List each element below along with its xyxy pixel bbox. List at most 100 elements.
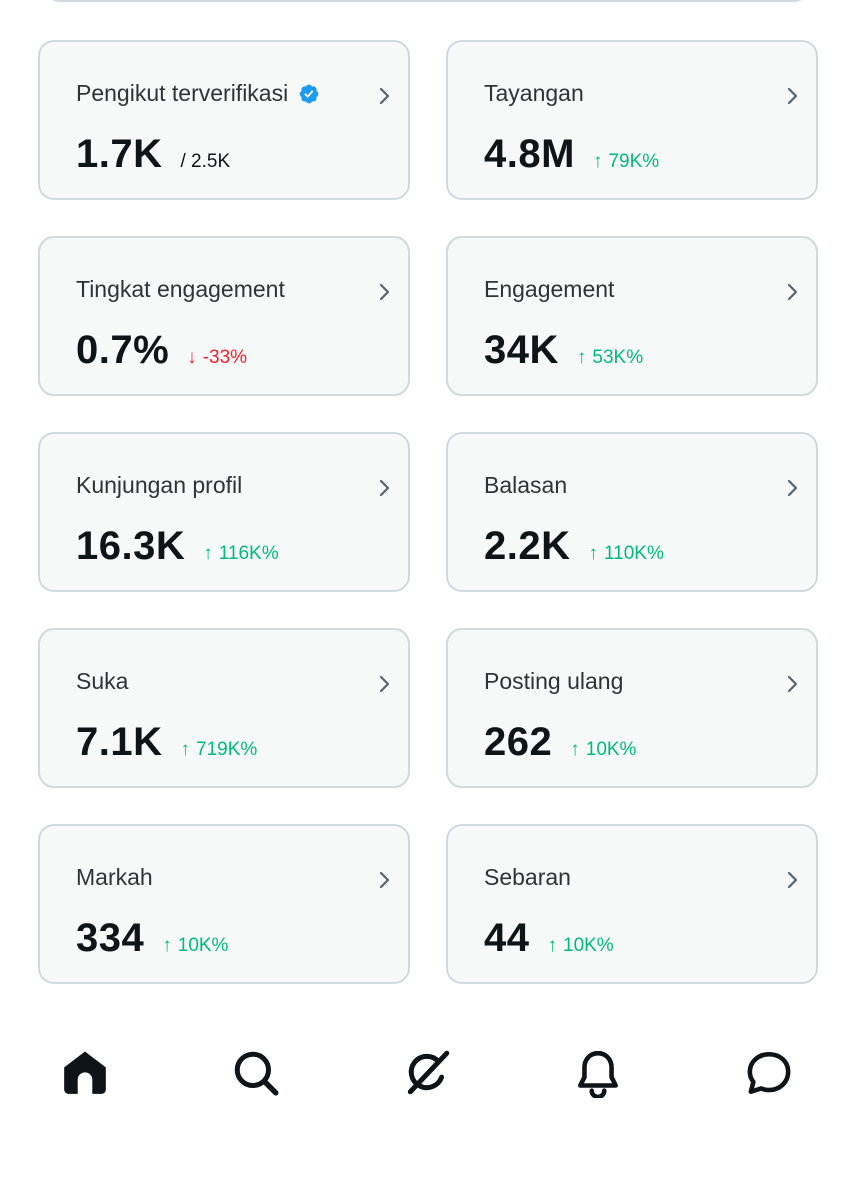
metric-title: Markah <box>76 864 153 890</box>
chevron-right-icon <box>787 675 798 693</box>
metric-title: Tayangan <box>484 80 584 106</box>
metric-change: ↓ -33% <box>187 347 247 369</box>
metric-title: Engagement <box>484 276 615 302</box>
metric-value-row: 34K ↑ 53K% <box>484 328 643 373</box>
grok-icon <box>407 1050 450 1095</box>
chevron-right-icon <box>787 479 798 497</box>
arrow-up-icon: ↑ <box>203 543 213 564</box>
home-icon <box>64 1051 106 1094</box>
metric-change-value: 10K% <box>563 935 614 956</box>
nav-home[interactable] <box>42 1030 128 1116</box>
metric-value: 1.7K <box>76 132 163 176</box>
metric-value-row: 16.3K ↑ 116K% <box>76 524 279 569</box>
metric-change-value: 116K% <box>218 543 279 564</box>
metric-title-row: Tingkat engagement <box>76 276 285 303</box>
arrow-up-icon: ↑ <box>592 151 603 172</box>
metric-change: ↑ 10K% <box>162 935 228 957</box>
metric-card-impressions[interactable]: Tayangan 4.8M ↑ 79K% <box>446 40 818 200</box>
metric-title-row: Balasan <box>484 472 567 499</box>
metric-title: Tingkat engagement <box>76 276 285 302</box>
metric-card-profile-visits[interactable]: Kunjungan profil 16.3K ↑ 116K% <box>38 432 410 592</box>
metric-value-row: 1.7K / 2.5K <box>76 132 230 177</box>
metric-change: ↑ 110K% <box>589 543 664 565</box>
metric-card-engagements[interactable]: Engagement 34K ↑ 53K% <box>446 236 818 396</box>
metric-card-verified-followers[interactable]: Pengikut terverifikasi 1.7K / 2.5K <box>38 40 410 200</box>
nav-notifications[interactable] <box>555 1030 641 1116</box>
arrow-down-icon: ↓ <box>187 347 197 368</box>
chevron-right-icon <box>379 675 390 693</box>
previous-card-edge <box>44 0 810 2</box>
metric-change: ↑ 53K% <box>577 347 643 369</box>
metric-title: Sebaran <box>484 864 571 890</box>
metric-change: ↑ 719K% <box>181 739 258 761</box>
metric-title-row: Sebaran <box>484 864 571 891</box>
chevron-right-icon <box>379 871 390 889</box>
arrow-up-icon: ↑ <box>162 935 172 956</box>
arrow-up-icon: ↑ <box>180 739 191 760</box>
metric-card-engagement-rate[interactable]: Tingkat engagement 0.7% ↓ -33% <box>38 236 410 396</box>
metric-change-value: 10K% <box>585 739 637 760</box>
metric-change-value: 53K% <box>592 347 644 368</box>
metric-total: / 2.5K <box>180 151 231 172</box>
metric-value-row: 262 ↑ 10K% <box>484 720 636 765</box>
metric-card-bookmarks[interactable]: Markah 334 ↑ 10K% <box>38 824 410 984</box>
metric-title-row: Engagement <box>484 276 614 303</box>
metric-title-row: Tayangan <box>484 80 584 107</box>
metric-title: Suka <box>76 668 129 694</box>
metric-value-row: 44 ↑ 10K% <box>484 916 614 961</box>
metric-title: Kunjungan profil <box>76 472 243 498</box>
arrow-up-icon: ↑ <box>588 543 599 564</box>
metric-change-value: 10K% <box>177 935 229 956</box>
metric-change-value: 719K% <box>196 739 258 760</box>
metric-value: 7.1K <box>76 720 163 764</box>
metric-value: 262 <box>484 720 553 764</box>
metric-change: ↑ 79K% <box>593 151 659 173</box>
message-icon <box>747 1051 791 1095</box>
bottom-navigation-bar <box>0 1030 854 1116</box>
metric-value-row: 7.1K ↑ 719K% <box>76 720 257 765</box>
metric-title-row: Suka <box>76 668 128 695</box>
metric-card-shares[interactable]: Sebaran 44 ↑ 10K% <box>446 824 818 984</box>
metric-value-row: 4.8M ↑ 79K% <box>484 132 659 177</box>
chevron-right-icon <box>787 871 798 889</box>
arrow-up-icon: ↑ <box>576 347 587 368</box>
metric-title-row: Markah <box>76 864 153 891</box>
chevron-right-icon <box>787 283 798 301</box>
metric-title-row: Pengikut terverifikasi <box>76 80 320 107</box>
metric-title: Balasan <box>484 472 568 498</box>
metric-value: 44 <box>484 916 530 960</box>
chevron-right-icon <box>379 87 390 105</box>
metric-value: 0.7% <box>76 328 170 372</box>
metrics-grid: Pengikut terverifikasi 1.7K / 2.5K Tayan… <box>38 40 818 984</box>
metric-card-replies[interactable]: Balasan 2.2K ↑ 110K% <box>446 432 818 592</box>
metric-value: 4.8M <box>484 132 575 176</box>
metric-value: 34K <box>484 328 559 372</box>
metric-title: Pengikut terverifikasi <box>76 80 289 106</box>
metric-value-row: 2.2K ↑ 110K% <box>484 524 664 569</box>
metric-change: ↑ 10K% <box>548 935 614 957</box>
metric-value-row: 334 ↑ 10K% <box>76 916 228 961</box>
metric-card-likes[interactable]: Suka 7.1K ↑ 719K% <box>38 628 410 788</box>
arrow-up-icon: ↑ <box>547 935 558 956</box>
metric-change-value: 79K% <box>608 151 660 172</box>
metric-title-row: Kunjungan profil <box>76 472 242 499</box>
metric-change-value: -33% <box>202 347 248 368</box>
arrow-up-icon: ↑ <box>570 739 580 760</box>
metric-card-reposts[interactable]: Posting ulang 262 ↑ 10K% <box>446 628 818 788</box>
nav-messages[interactable] <box>726 1030 812 1116</box>
search-icon <box>234 1051 279 1096</box>
nav-search[interactable] <box>213 1030 299 1116</box>
metric-value: 2.2K <box>484 524 571 568</box>
metric-change: ↑ 116K% <box>203 543 278 565</box>
metric-title-row: Posting ulang <box>484 668 623 695</box>
metric-value-row: 0.7% ↓ -33% <box>76 328 247 373</box>
bell-icon <box>578 1050 618 1098</box>
verified-badge-icon <box>299 84 319 103</box>
chevron-right-icon <box>379 479 390 497</box>
nav-grok[interactable] <box>384 1030 470 1116</box>
chevron-right-icon <box>379 283 390 301</box>
metric-title: Posting ulang <box>484 668 624 694</box>
metric-change-value: 110K% <box>604 543 664 564</box>
metric-value: 334 <box>76 916 145 960</box>
chevron-right-icon <box>787 87 798 105</box>
